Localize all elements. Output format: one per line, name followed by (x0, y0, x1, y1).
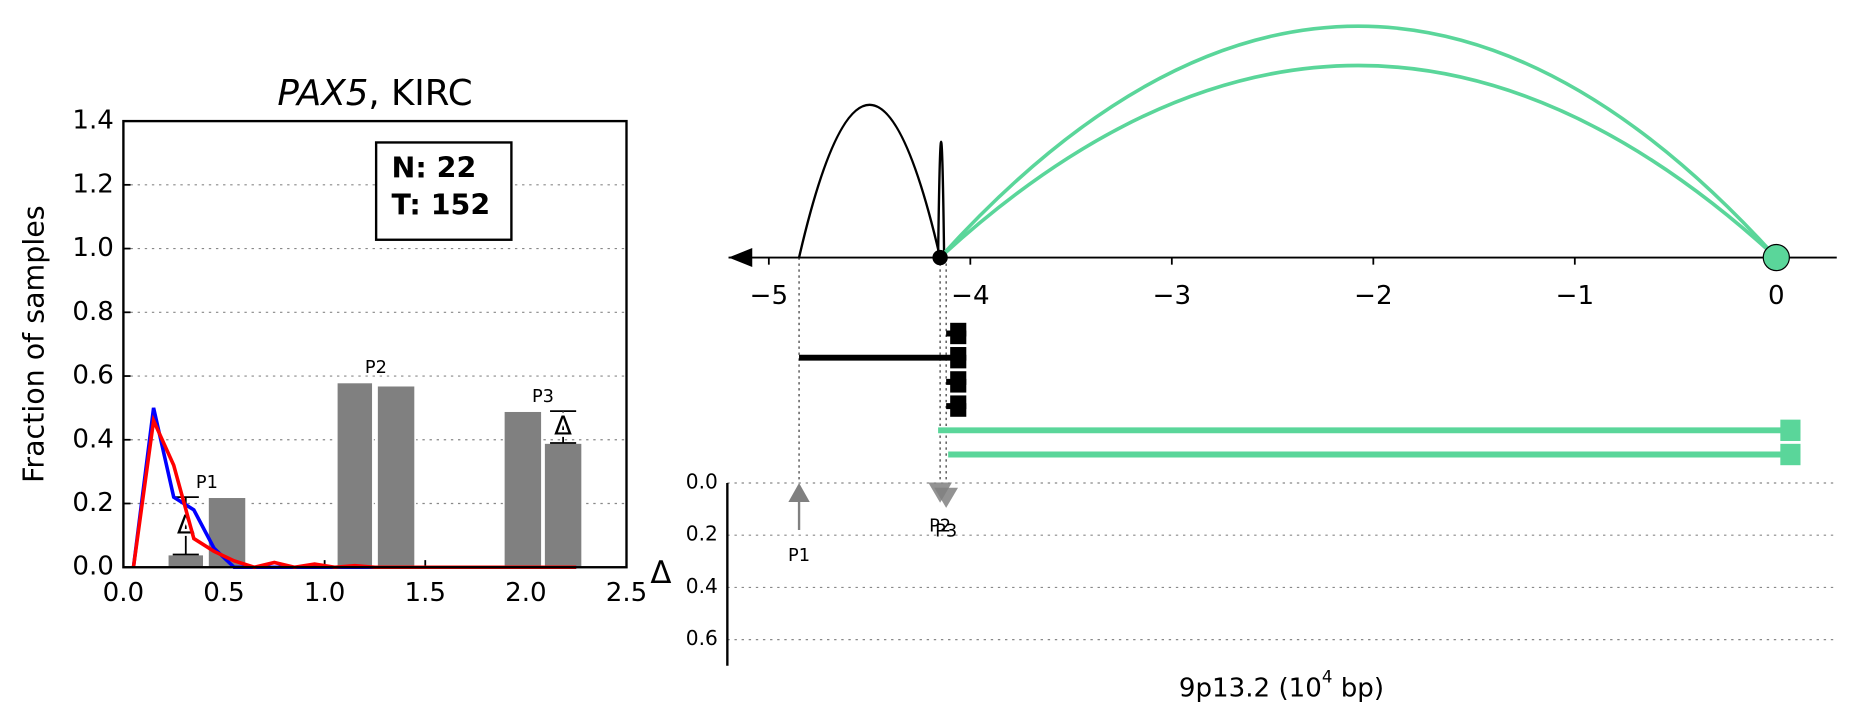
delta-symbol: Δ (554, 412, 572, 442)
delta-axis-label: Δ (650, 555, 671, 591)
exon (950, 322, 967, 345)
x-tick-label: 2.5 (606, 578, 648, 608)
exon (1780, 443, 1801, 466)
delta-marker (934, 487, 959, 508)
plot-frame (122, 119, 628, 569)
stat-box (374, 141, 513, 241)
stat-text: T: 152 (392, 189, 491, 222)
y-axis-label: Fraction of samples (18, 205, 51, 483)
junction-arc (797, 103, 942, 258)
peak-label: P3 (532, 386, 554, 407)
peak-label: P2 (929, 515, 951, 536)
x-tick-label: −5 (750, 281, 788, 311)
bar (502, 410, 543, 569)
region-sup: 4 (1322, 667, 1333, 686)
peak-label: P1 (788, 545, 810, 566)
bar (166, 553, 205, 569)
x-tick-label: 0 (1768, 281, 1785, 311)
title-rest: , KIRC (368, 73, 472, 114)
peak-label: P1 (196, 472, 218, 493)
junction-arc (938, 63, 1778, 259)
y-tick-label: 0.2 (72, 488, 114, 518)
junction-point (932, 249, 948, 266)
bar (335, 381, 374, 569)
x-tick-label: 2.0 (505, 578, 547, 608)
bar (543, 442, 584, 569)
junction-arc (936, 140, 946, 258)
region-tail: bp) (1332, 673, 1384, 703)
delta-marker (788, 482, 810, 502)
y-tick-label: 0.0 (686, 469, 718, 493)
y-tick-label: 1.0 (72, 233, 114, 263)
x-tick-label: −3 (1153, 281, 1191, 311)
peak-label: P2 (365, 357, 387, 378)
axis-arrow (728, 248, 753, 268)
y-tick-label: 0.0 (72, 552, 114, 582)
region-base: 9p13.2 (10 (1179, 673, 1322, 703)
x-tick-label: 0.5 (203, 578, 245, 608)
exon (950, 395, 967, 417)
x-tick-label: −1 (1556, 281, 1594, 311)
y-tick-label: 1.4 (72, 106, 114, 136)
x-tick-label: 0.0 (103, 578, 145, 608)
peak-label: P3 (935, 521, 957, 542)
exon (1780, 419, 1801, 441)
y-tick-label: 1.2 (72, 169, 114, 199)
exon (950, 371, 967, 393)
exon (950, 347, 967, 369)
y-tick-label: 0.6 (686, 626, 718, 650)
y-tick-label: 0.6 (72, 361, 114, 391)
x-tick-label: −4 (951, 281, 989, 311)
region-label: 9p13.2 (104 bp) (1179, 667, 1384, 703)
y-tick-label: 0.4 (686, 574, 718, 598)
x-tick-label: 1.5 (405, 578, 446, 608)
title-gene: PAX5 (277, 73, 368, 114)
chart-title: PAX5, KIRC (277, 73, 472, 114)
junction-arc (938, 24, 1778, 259)
y-tick-label: 0.4 (72, 424, 114, 454)
y-tick-label: 0.8 (72, 297, 114, 327)
x-tick-label: 1.0 (304, 578, 345, 608)
junction-point (1762, 243, 1790, 272)
stat-text: N: 22 (392, 152, 477, 185)
bar (376, 384, 417, 569)
x-tick-label: −2 (1354, 281, 1392, 311)
y-tick-label: 0.2 (686, 522, 718, 546)
